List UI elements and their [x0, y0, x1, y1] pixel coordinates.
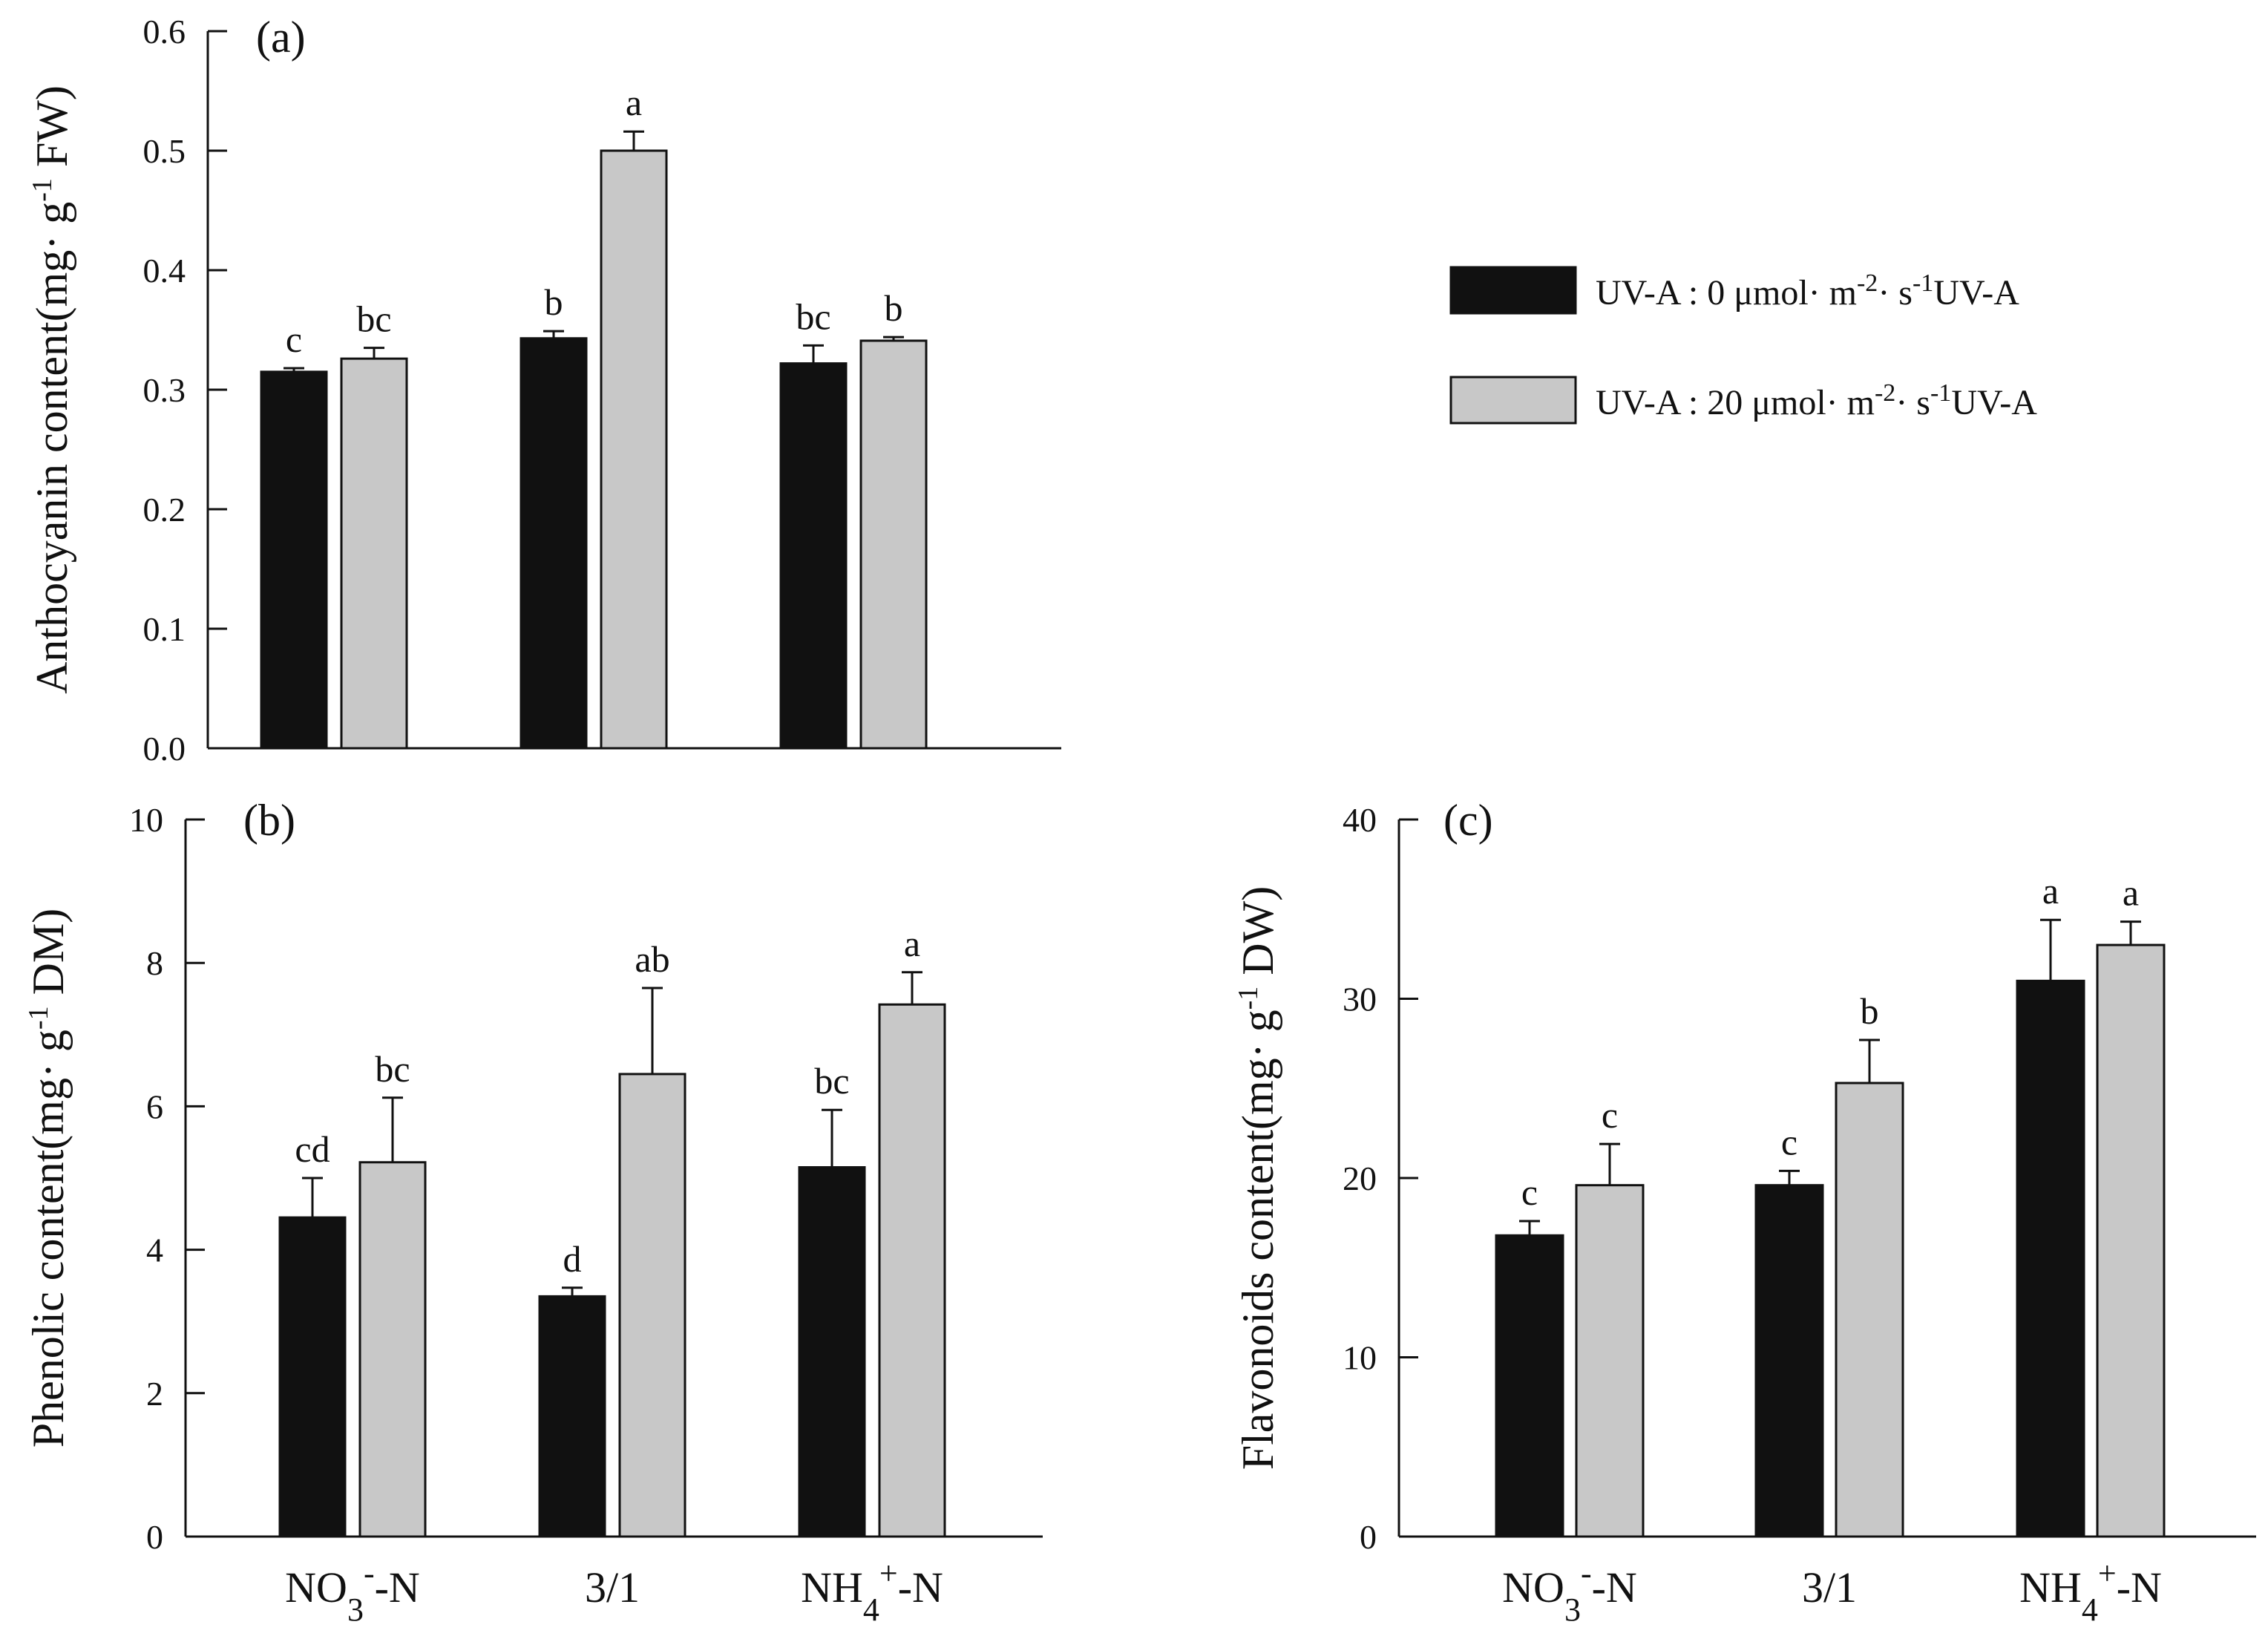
significance-letter: a [2042, 870, 2059, 912]
bar [520, 337, 588, 750]
y-tick-label: 10 [1343, 1339, 1377, 1377]
significance-letter: c [1602, 1094, 1618, 1136]
y-tick-label: 0.3 [143, 371, 186, 409]
y-tick-label: 0.5 [143, 132, 186, 170]
bar [340, 357, 408, 750]
legend-label: UV-A : 0 μmol· m-2· s-1UV-A [1596, 269, 2019, 313]
significance-letter: a [626, 82, 642, 123]
panel-b-phenolic: 0 2 4 6 8 10 Phenolic content(mg· g-1 DM) (b) cd… [23, 796, 1043, 1628]
panel-c-flavonoids: 0 10 20 30 40 Flavonoids content(mg· g-1 DW) (… [1233, 796, 2256, 1628]
bar [878, 1003, 946, 1538]
y-tick-label: 0.2 [143, 491, 186, 529]
y-tick-label: 30 [1343, 981, 1377, 1018]
y-tick-label: 0.4 [143, 252, 186, 289]
significance-letter: d [563, 1238, 582, 1280]
significance-letter: a [904, 923, 920, 964]
category-label: NO3--N [1502, 1555, 1637, 1628]
significance-letter: b [885, 287, 903, 329]
bar [1754, 1184, 1824, 1538]
bar [618, 1073, 686, 1538]
bar [779, 362, 848, 750]
bar [260, 370, 328, 750]
y-tick-label: 4 [146, 1231, 163, 1269]
bar [1835, 1082, 1904, 1538]
y-tick-label: 8 [146, 944, 163, 982]
significance-letter: bc [356, 298, 391, 340]
y-axis-title: Phenolic content(mg· g-1 DM) [23, 909, 73, 1448]
significance-letter: cd [295, 1128, 330, 1170]
bar [1495, 1234, 1564, 1538]
significance-letter: bc [814, 1060, 849, 1102]
category-label: 3/1 [585, 1563, 640, 1612]
y-tick-label: 0.1 [143, 610, 186, 648]
significance-letter: bc [375, 1048, 410, 1090]
panel-label: (b) [243, 796, 295, 845]
y-tick-label: 20 [1343, 1159, 1377, 1197]
y-tick-label: 0.0 [143, 730, 186, 768]
significance-letter: b [545, 281, 563, 323]
significance-letter: a [2123, 872, 2139, 914]
bar [1575, 1184, 1645, 1538]
y-tick-label: 6 [146, 1087, 163, 1125]
bar [2096, 943, 2166, 1538]
y-tick-label: 0 [1360, 1518, 1377, 1556]
significance-letter: b [1861, 990, 1879, 1032]
bar [798, 1166, 866, 1538]
bar [2016, 979, 2085, 1538]
bar [600, 149, 668, 750]
y-tick-label: 2 [146, 1375, 163, 1413]
bar [278, 1216, 347, 1538]
legend: UV-A : 0 μmol· m-2· s-1UV-A UV-A : 20 μmo… [1449, 266, 2037, 425]
bar [859, 339, 928, 750]
category-label: NO3--N [285, 1555, 420, 1628]
significance-letter: c [1781, 1121, 1797, 1162]
legend-label: UV-A : 20 μmol· m-2· s-1UV-A [1596, 379, 2037, 423]
category-label: NH4+-N [801, 1555, 943, 1628]
bar [538, 1295, 606, 1538]
panel-label: (c) [1443, 796, 1493, 845]
category-label: NH4+-N [2019, 1555, 2162, 1628]
legend-swatch [1449, 376, 1577, 425]
panel-a-anthocyanin: 0.0 0.1 0.2 0.3 0.4 0.5 0.6 Anthocyanin content… [27, 13, 1061, 768]
significance-letter: c [1521, 1171, 1538, 1213]
panel-label: (a) [256, 13, 306, 62]
y-tick-label: 40 [1343, 801, 1377, 839]
category-label: 3/1 [1802, 1563, 1857, 1612]
bar [358, 1161, 427, 1538]
y-tick-label: 10 [129, 801, 163, 839]
legend-swatch [1449, 266, 1577, 315]
y-axis-title: Flavonoids content(mg· g-1 DW) [1233, 886, 1282, 1470]
significance-letter: bc [796, 295, 830, 337]
y-tick-label: 0 [146, 1518, 163, 1556]
significance-letter: ab [635, 938, 669, 980]
significance-letter: c [286, 318, 302, 360]
y-axis-title: Anthocyanin content(mg· g-1 FW) [27, 85, 76, 694]
y-tick-label: 0.6 [143, 13, 186, 50]
